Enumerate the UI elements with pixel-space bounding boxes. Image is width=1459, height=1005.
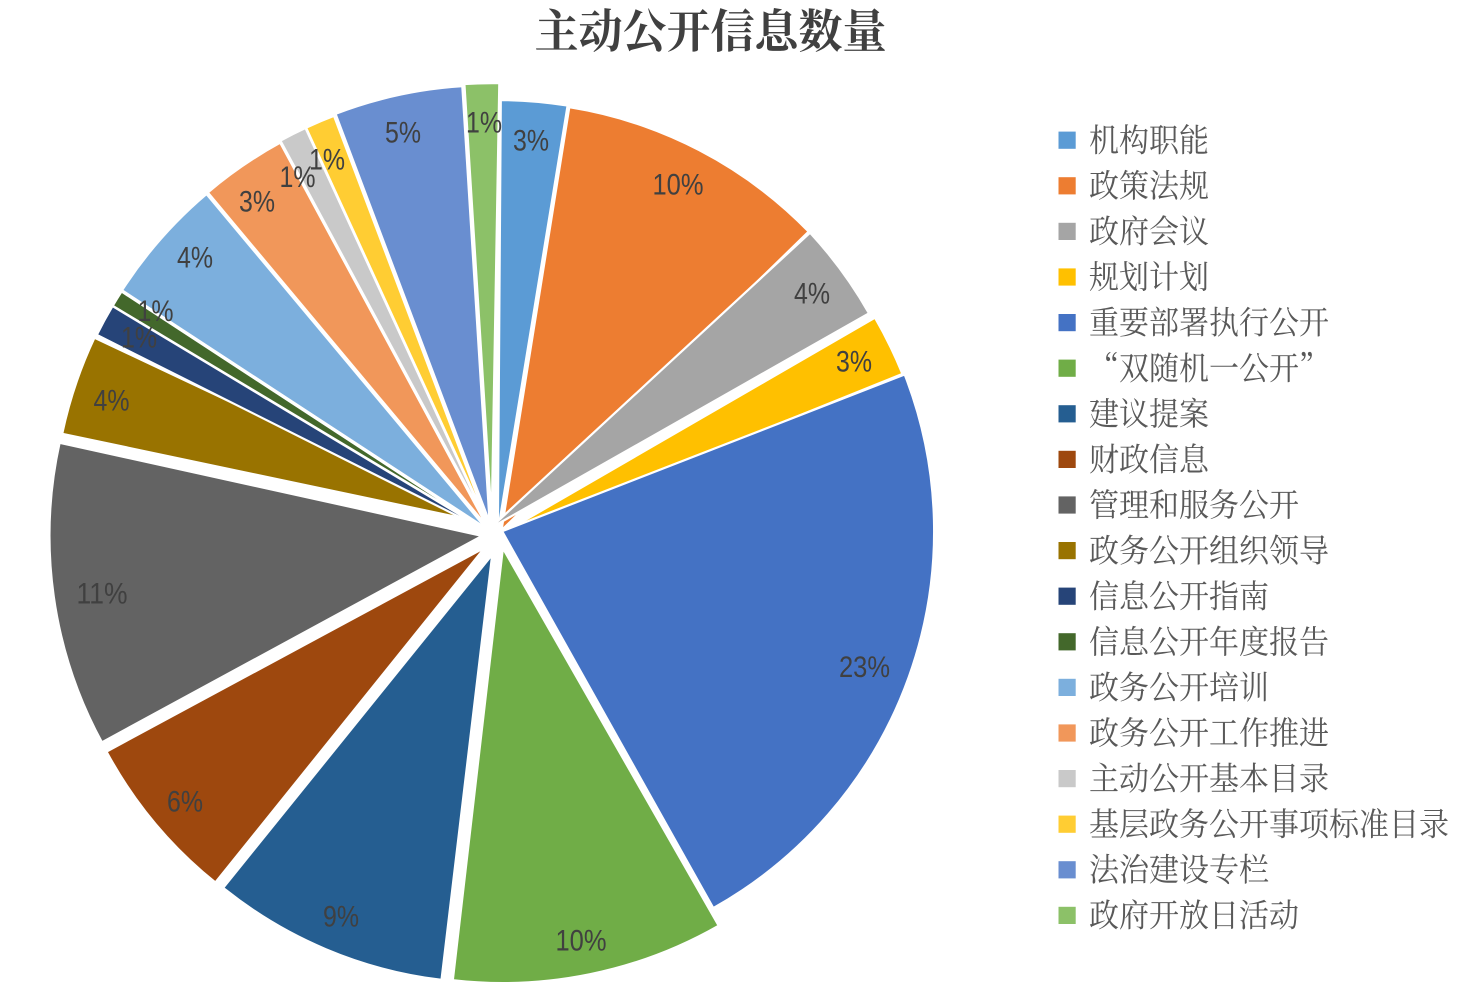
- svg-text:6%: 6%: [167, 786, 203, 819]
- svg-text:10%: 10%: [556, 925, 607, 958]
- svg-text:1%: 1%: [121, 322, 157, 355]
- svg-text:3%: 3%: [239, 186, 275, 219]
- svg-text:1%: 1%: [280, 161, 316, 194]
- svg-text:1%: 1%: [309, 144, 345, 177]
- svg-text:3%: 3%: [513, 125, 549, 158]
- svg-text:5%: 5%: [385, 117, 421, 150]
- svg-text:11%: 11%: [77, 578, 128, 611]
- svg-text:23%: 23%: [839, 651, 890, 684]
- svg-text:4%: 4%: [94, 385, 130, 418]
- svg-text:10%: 10%: [653, 169, 704, 202]
- svg-text:9%: 9%: [323, 901, 359, 934]
- svg-text:3%: 3%: [836, 346, 872, 379]
- svg-text:1%: 1%: [138, 295, 174, 328]
- svg-text:4%: 4%: [177, 242, 213, 275]
- svg-text:1%: 1%: [466, 107, 502, 140]
- svg-text:4%: 4%: [794, 278, 830, 311]
